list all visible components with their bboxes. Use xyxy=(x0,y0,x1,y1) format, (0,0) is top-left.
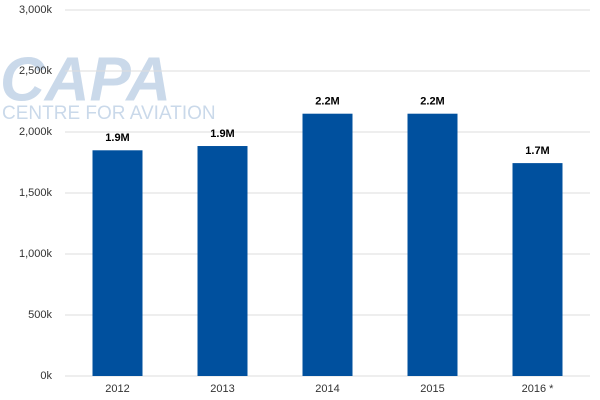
value-label: 1.9M xyxy=(210,128,234,140)
bar xyxy=(197,146,248,376)
value-label: 1.9M xyxy=(105,132,129,144)
value-label: 2.2M xyxy=(420,96,444,108)
y-tick-label: 1,000k xyxy=(19,248,53,260)
y-tick-label: 500k xyxy=(28,309,52,321)
watermark-tagline: CENTRE FOR AVIATION xyxy=(2,103,216,124)
x-tick-label: 2012 xyxy=(105,383,129,395)
bar xyxy=(512,163,563,376)
bar xyxy=(92,150,143,376)
value-label: 1.7M xyxy=(525,145,549,157)
y-tick-label: 3,000k xyxy=(19,4,53,16)
x-tick-label: 2016 * xyxy=(522,383,555,395)
y-tick-label: 0k xyxy=(40,370,52,382)
y-tick-label: 1,500k xyxy=(19,187,53,199)
bar xyxy=(407,113,458,376)
x-tick-label: 2013 xyxy=(210,383,234,395)
x-tick-label: 2015 xyxy=(420,383,444,395)
value-label: 2.2M xyxy=(315,96,339,108)
bar xyxy=(302,113,353,376)
y-tick-label: 2,000k xyxy=(19,126,53,138)
x-tick-label: 2014 xyxy=(315,383,339,395)
watermark-logo: CAPA xyxy=(0,45,171,114)
y-tick-label: 2,500k xyxy=(19,65,53,77)
